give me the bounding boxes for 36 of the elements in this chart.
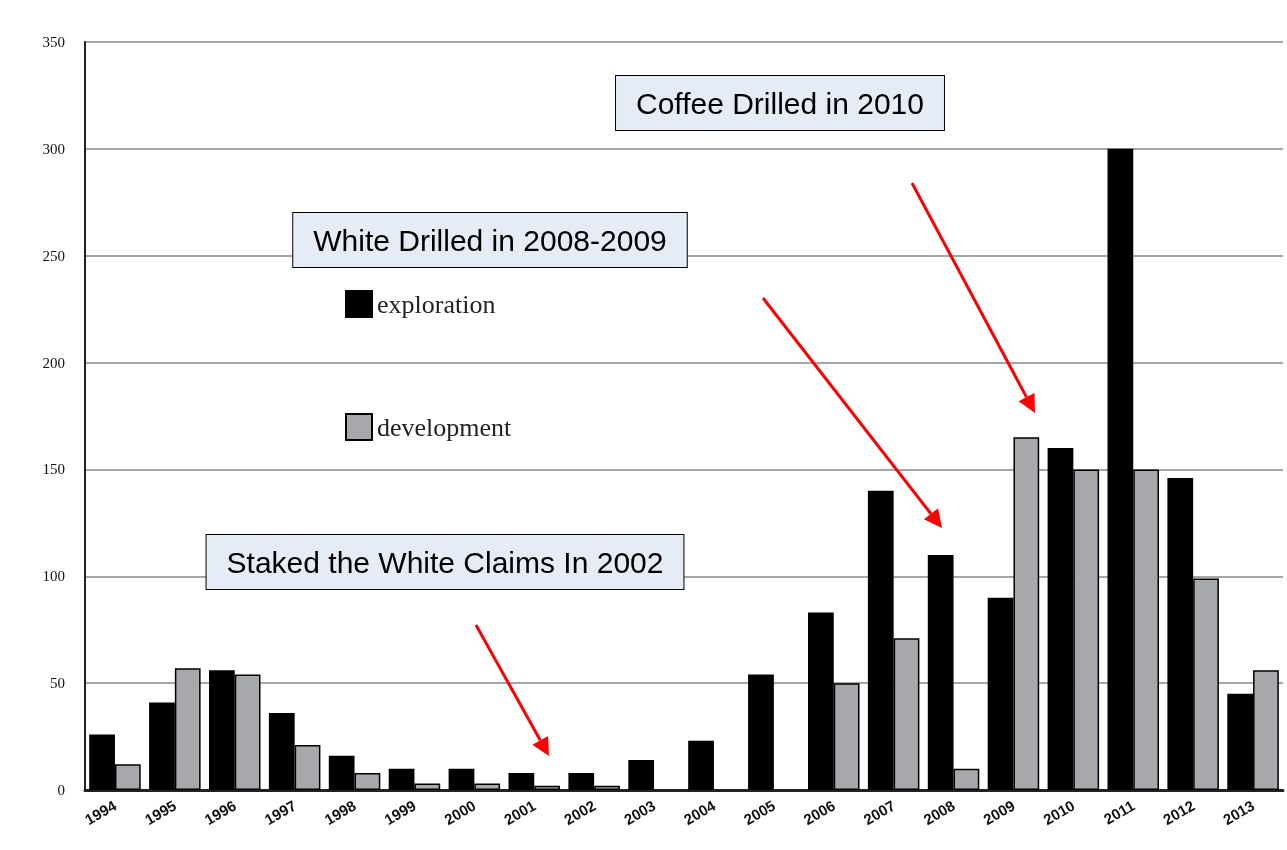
annotation: White Drilled in 2008-2009 [313, 223, 667, 257]
x-tick-label: 2010 [1040, 796, 1078, 829]
y-tick-label: 100 [42, 568, 65, 585]
x-tick-label: 2006 [800, 796, 838, 829]
y-tick-label: 350 [42, 34, 65, 50]
annotation: Staked the White Claims In 2002 [226, 545, 664, 579]
y-tick-label: 200 [42, 354, 65, 371]
x-tick-label: 1995 [141, 796, 180, 829]
x-tick-label: 2002 [561, 796, 599, 829]
y-tick-label: 150 [42, 461, 65, 478]
x-tick-label: 1994 [81, 796, 120, 829]
x-tick-label: 2001 [501, 796, 539, 829]
x-tick-label: 1998 [321, 796, 359, 829]
bar [688, 740, 714, 790]
legend-label: development [377, 412, 513, 442]
y-tick-label: 300 [42, 140, 65, 157]
y-tick-label: 250 [42, 247, 65, 264]
x-tick-label: 2000 [441, 796, 479, 829]
x-tick-label: 2011 [1100, 796, 1138, 828]
x-tick-label: 2005 [740, 796, 779, 829]
x-tick-label: 2013 [1219, 796, 1258, 829]
x-tick-label: 1997 [261, 796, 299, 829]
legend-label: exploration [377, 289, 496, 319]
annotation: Coffee Drilled in 2010 [636, 86, 924, 120]
x-tick-label: 2004 [680, 796, 719, 829]
x-tick-label: 2003 [620, 796, 659, 829]
x-tick-label: 1999 [381, 796, 419, 829]
y-tick-label: 0 [57, 782, 65, 798]
bar [628, 760, 655, 790]
x-tick-label: 2007 [860, 796, 898, 829]
x-tick-label: 2009 [980, 796, 1018, 829]
bar [748, 674, 774, 790]
x-tick-label: 1996 [201, 796, 239, 829]
y-tick-label: 50 [50, 675, 65, 692]
x-tick-label: 2012 [1160, 796, 1198, 829]
x-tick-label: 2008 [920, 796, 958, 829]
